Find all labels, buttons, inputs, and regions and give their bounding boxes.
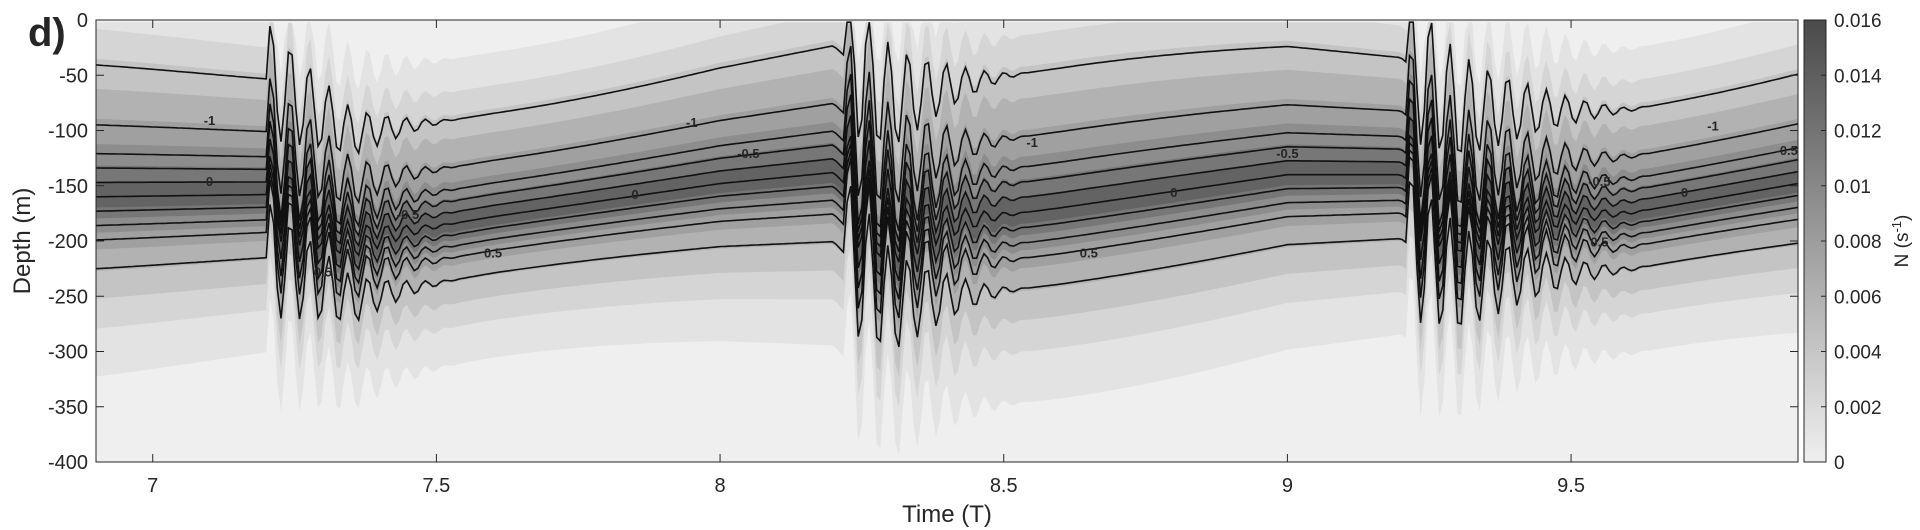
contour-line-1 [96, 180, 1798, 348]
colorbar-label: N (s-1) [1889, 215, 1913, 268]
contour-line-0.75 [96, 155, 1798, 319]
contour-line-0 [96, 134, 1798, 263]
y-tick-label: -150 [48, 176, 88, 198]
contour-label: -0.5 [737, 146, 759, 161]
y-tick-label: -250 [48, 286, 88, 308]
x-tick-label: 9 [1282, 475, 1293, 497]
contour-label: 0.5 [484, 246, 502, 261]
x-tick-label: 8 [715, 475, 726, 497]
contour-label: 0 [206, 174, 213, 189]
colorbar-tick-label: 0.01 [1834, 177, 1871, 198]
colorbar-tick-label: 0.016 [1834, 11, 1882, 32]
contour-line--1 [96, 46, 1798, 205]
colorbar-tick-label: 0.012 [1834, 122, 1882, 143]
y-tick-label: -400 [48, 452, 88, 474]
contour-label: 0.5 [1080, 246, 1098, 261]
contour-line--1.5 [96, 21, 1798, 156]
density-contours [96, 21, 1798, 348]
contour-label: -0.5 [1588, 174, 1610, 189]
colorbar-tick-label: 0.008 [1834, 232, 1882, 253]
contour-line--0.5 [96, 94, 1798, 242]
y-axis: 0-50-100-150-200-250-300-350-400 [48, 10, 1798, 474]
plot-area: -1 0 -0.5 0.5 0.5 -1 -0.5 0 -1 0.5 0 -0.5 -0.5 0 0.5 -1… [95, 19, 1799, 463]
y-tick-label: -350 [48, 397, 88, 419]
x-axis: 7 7.5 8 8.5 9 9.5 [147, 20, 1585, 497]
contour-line-0.25 [96, 141, 1798, 281]
contour-label: 0 [1170, 185, 1177, 200]
y-tick-label: -100 [48, 121, 88, 143]
contour-labels: -1 0 -0.5 0.5 0.5 -1 -0.5 0 -1 0.5 0 -0.5 -0.5 0 0.5 -1… [204, 113, 1798, 279]
x-tick-label: 9.5 [1557, 475, 1585, 497]
contour-label: -1 [1707, 119, 1719, 134]
colorbar-tick-label: 0 [1834, 453, 1845, 474]
contour-line--0.75 [96, 74, 1798, 232]
x-tick-label: 7 [147, 475, 158, 497]
contour-label: -0.5 [1775, 143, 1797, 158]
contour-label: -0.5 [1276, 146, 1298, 161]
colorbar: 0 0.002 0.004 0.006 0.008 0.01 0.012 0.014 0.016… [1803, 11, 1913, 474]
contour-label: -1 [1026, 135, 1038, 150]
y-tick-label: -200 [48, 231, 88, 253]
contour-line-0.5 [96, 148, 1798, 300]
y-tick-label: 0 [77, 10, 88, 32]
y-tick-label: -300 [48, 342, 88, 364]
contour-label: 0.5 [314, 264, 332, 279]
colorbar-ticks: 0 0.002 0.004 0.006 0.008 0.01 0.012 0.014 0.016 [1821, 11, 1882, 474]
x-tick-label: 8.5 [990, 475, 1018, 497]
x-tick-label: 7.5 [422, 475, 450, 497]
y-axis-label: Depth (m) [9, 188, 36, 295]
n-band-7 [96, 115, 1798, 277]
panel-label: d) [28, 11, 66, 55]
contour-label: -1 [686, 115, 698, 130]
n-field-bands [96, 22, 1798, 456]
colorbar-tick-label: 0.014 [1834, 66, 1882, 87]
y-tick-label: -50 [59, 65, 88, 87]
x-axis-label: Time (T) [902, 501, 992, 528]
contour-label: 0.5 [1590, 235, 1608, 250]
colorbar-tick-label: 0.006 [1834, 287, 1882, 308]
contour-label: 0 [631, 187, 638, 202]
contour-line--0.25 [96, 115, 1798, 253]
contour-label: -0.5 [397, 207, 419, 222]
colorbar-tick-label: 0.002 [1834, 398, 1882, 419]
contour-label: -1 [204, 113, 216, 128]
colorbar-tick-label: 0.004 [1834, 343, 1882, 364]
contour-label: 0 [1681, 185, 1688, 200]
